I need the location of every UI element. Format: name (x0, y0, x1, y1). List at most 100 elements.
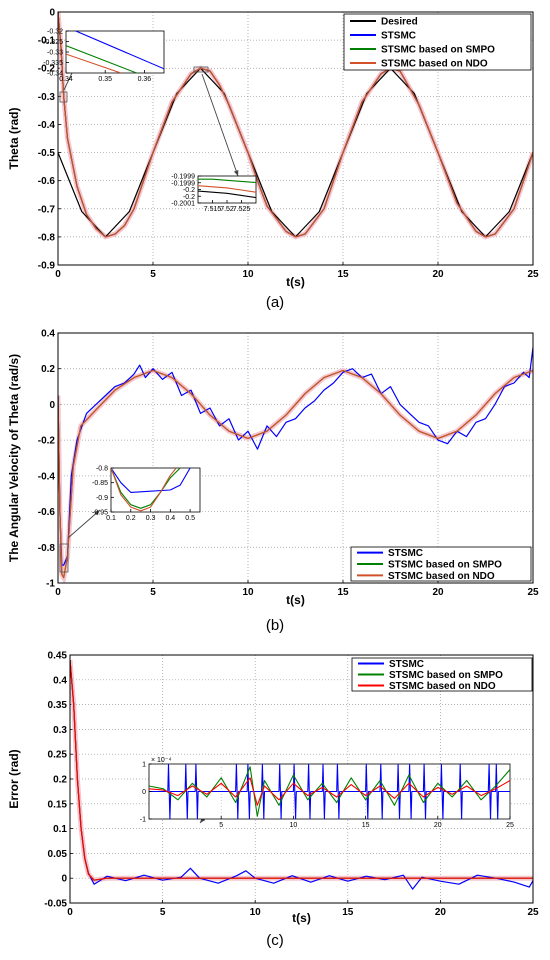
x-tick-label: 0 (67, 907, 73, 918)
x-tick-label: 7.52 (220, 206, 234, 213)
y-tick-label: -0.9 (38, 261, 56, 272)
x-axis-label: t(s) (286, 593, 305, 607)
x-tick-label: 5 (150, 587, 156, 598)
series-line-stsmc-based-on-ndo (198, 185, 256, 193)
x-tick-label: 5 (160, 907, 166, 918)
x-tick-label: 15 (362, 822, 370, 829)
x-tick-label: 15 (337, 587, 349, 598)
x-tick-label: 25 (527, 587, 539, 598)
y-tick-label: 0.4 (53, 675, 67, 686)
series-line-desired (198, 190, 256, 199)
x-tick-label: 20 (435, 907, 447, 918)
chart-panel-2: 0.40.20-0.2-0.4-0.6-0.8-10 5 10 15 20 25-0.8-… (7, 329, 539, 635)
y-tick-label: -0.335 (43, 60, 63, 67)
chart-panel-1: 0-0.1-0.2-0.3-0.4-0.5-0.6-0.7-0.8-0.90 5 1… (7, 8, 539, 312)
x-tick-label: 10 (290, 822, 298, 829)
x-tick-label: 15 (337, 269, 349, 280)
x-tick-label: 5 (150, 269, 156, 280)
y-tick-label: -0.6 (38, 176, 56, 187)
y-tick-label: -0.34 (47, 71, 63, 78)
y-axis-label: Theta (rad) (7, 107, 21, 169)
y-tick-label: -0.2 (183, 187, 195, 194)
y-tick-label: 0.1 (53, 824, 67, 835)
y-tick-label: 0 (61, 874, 67, 885)
legend-label: STSMC (388, 548, 423, 559)
y-tick-label: -0.325 (43, 39, 63, 46)
y-tick-label: -1 (140, 817, 146, 824)
y-tick-label: -1 (46, 579, 55, 590)
y-tick-label: 0.2 (41, 364, 55, 375)
x-tick-label: 7.515 (204, 206, 222, 213)
x-tick-label: 15 (342, 907, 354, 918)
series-line-stsmc (74, 31, 164, 70)
zoom-arrow-head (233, 170, 239, 176)
y-tick-label: -0.8 (38, 232, 56, 243)
y-tick-label: -0.85 (92, 480, 108, 487)
series-line-stsmc-based-on-ndo (66, 53, 122, 73)
plot-frame (69, 654, 534, 904)
x-tick-label: 0.4 (165, 515, 175, 522)
y-tick-label: -0.2001 (171, 201, 195, 208)
y-tick-label: -0.6 (38, 507, 56, 518)
series-line-stsmc-based-on-ndo (58, 369, 533, 579)
inset-scale-label: × 10⁻⁴ (151, 757, 172, 764)
series-line-stsmc-based-on-smpo (66, 45, 137, 73)
y-tick-label: 0 (49, 8, 55, 19)
y-tick-label: -0.9 (96, 495, 108, 502)
y-tick-label: -0.8 (38, 543, 56, 554)
y-tick-label: -0.5 (38, 148, 56, 159)
y-tick-label: -0.1 (38, 36, 56, 47)
legend-label: STSMC based on SMPO (389, 670, 503, 681)
x-tick-label: 25 (527, 907, 539, 918)
x-tick-label: 20 (432, 269, 444, 280)
legend-box (343, 13, 532, 71)
series-line-stsmc (58, 347, 533, 566)
y-tick-label: 0.2 (53, 775, 67, 786)
x-tick-label: 10 (242, 587, 254, 598)
y-tick-label: -0.3 (38, 92, 56, 103)
y-tick-label: -0.8 (96, 466, 108, 473)
plot-frame (57, 332, 534, 584)
plot-area (58, 333, 533, 583)
y-tick-label: -0.2 (38, 64, 56, 75)
legend-label: STSMC based on NDO (388, 571, 495, 582)
zoom-region-marker (193, 66, 209, 73)
y-tick-label: 0.3 (53, 725, 67, 736)
y-tick-label: -0.1999 (171, 174, 195, 181)
x-tick-label: 10 (250, 907, 262, 918)
y-axis-label: Error (rad) (7, 749, 21, 808)
x-tick-label: 7.525 (233, 206, 251, 213)
x-tick-label: 5 (219, 822, 223, 829)
zoom-region-marker (59, 91, 68, 103)
x-tick-label: 0.34 (59, 76, 73, 83)
legend-label: STSMC based on SMPO (388, 560, 502, 571)
series-line-stsmc-based-on-ndo (70, 659, 533, 881)
x-tick-label: 10 (242, 269, 254, 280)
inset-plot: -0.32 -0.325 -0.33 -0.335 -0.340.34 0.35 0.36 (43, 29, 165, 83)
x-tick-label: 0 (55, 587, 61, 598)
inset-plot: -0.1999-0.1999-0.2-0.2-0.20017.5157.527.… (171, 174, 257, 213)
legend-label: Desired (381, 17, 418, 28)
x-tick-label: 0.35 (98, 76, 112, 83)
y-tick-label: 1 (142, 762, 146, 769)
series-line-stsmc-based-on-ndo (149, 777, 510, 806)
inset-plot: -0.8 -0.85 -0.9 -0.950.1 0.2 0.3 0.4 0.5 (92, 466, 201, 522)
y-tick-label: 0.25 (48, 750, 68, 761)
inset-frame (110, 467, 201, 513)
y-tick-label: 0.05 (48, 849, 68, 860)
legend-label: STSMC (389, 659, 424, 670)
x-tick-label: 20 (434, 822, 442, 829)
legend-label: STSMC based on NDO (389, 681, 496, 692)
y-tick-label: -0.4 (38, 120, 56, 131)
x-tick-label: 0.36 (138, 76, 152, 83)
y-tick-label: 0.45 (48, 651, 68, 662)
inset-plot: 10-15 10 15 20 25× 10⁻⁴ (140, 757, 514, 829)
y-tick-label: -0.05 (44, 899, 67, 910)
series-line-stsmc-based-on-smpo (111, 468, 181, 509)
y-tick-label: 0.15 (48, 799, 68, 810)
y-tick-label: -0.4 (38, 471, 56, 482)
x-tick-label: 0.1 (106, 515, 116, 522)
zoom-arrow-line (67, 509, 101, 539)
